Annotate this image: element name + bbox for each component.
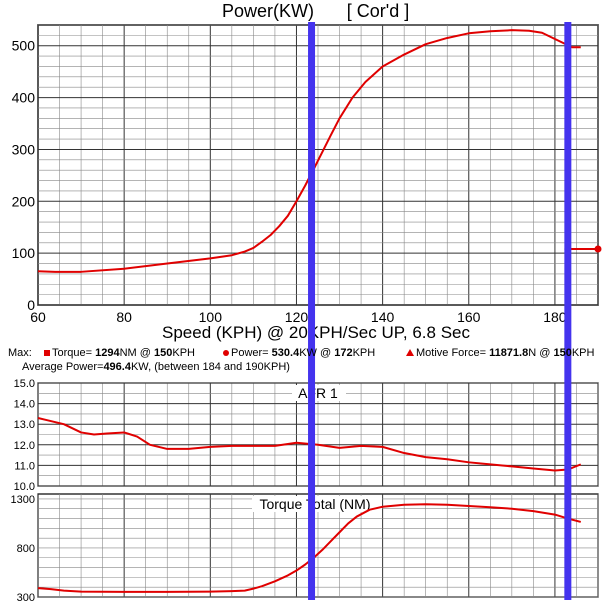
legend-force-at: 150 bbox=[553, 347, 572, 359]
legend-avg: Average Power=496.4KW, (between 184 and … bbox=[22, 360, 290, 374]
legend-force: Motive Force= 11871.8N @ 150KPH bbox=[406, 346, 594, 360]
power-x-tick-label: 140 bbox=[371, 309, 395, 325]
square-marker-icon bbox=[44, 349, 50, 356]
afr-series-line bbox=[37, 417, 582, 472]
afr-title: AFR 1 bbox=[298, 385, 338, 401]
power-y-tick-label: 300 bbox=[12, 141, 36, 157]
legend-power-prefix: Power= bbox=[231, 347, 272, 359]
legend-avg-row: Average Power=496.4KW, (between 184 and … bbox=[8, 360, 608, 374]
legend-torque-value: 1294 bbox=[95, 347, 120, 359]
legend-force-value: 11871.8 bbox=[489, 347, 529, 359]
power-chart: 0 100 200 300 400 500 60 80 100 120 140 160 180 Pow… bbox=[12, 1, 602, 342]
legend-avg-value: 496.4 bbox=[103, 361, 131, 373]
legend-torque: Torque= 1294NM @ 150KPH bbox=[44, 346, 195, 360]
cursor-marker-bar[interactable] bbox=[564, 22, 572, 600]
cursor-markers bbox=[308, 22, 572, 600]
power-point-marker bbox=[594, 245, 602, 253]
torque-grid bbox=[37, 494, 599, 598]
power-y-tick-label: 400 bbox=[12, 90, 36, 106]
power-x-axis-label: Speed (KPH) @ 20KPH/Sec UP, 6.8 Sec bbox=[162, 323, 470, 342]
afr-y-tick-label: 11.0 bbox=[14, 460, 35, 472]
triangle-marker-icon bbox=[406, 349, 414, 357]
legend-torque-at: 150 bbox=[154, 347, 173, 359]
legend-power-at: 172 bbox=[334, 347, 353, 359]
cursor-marker-bar[interactable] bbox=[308, 22, 316, 600]
power-x-tick-label: 80 bbox=[116, 309, 132, 325]
afr-y-tick-label: 15.0 bbox=[14, 378, 35, 390]
power-title: Power(KW) bbox=[222, 1, 314, 21]
legend-power-unit: KW @ bbox=[299, 347, 335, 359]
legend-force-suffix: KPH bbox=[571, 347, 595, 359]
power-x-tick-label: 160 bbox=[457, 309, 481, 325]
power-y-tick-label: 0 bbox=[27, 297, 35, 313]
torque-y-tick-label: 300 bbox=[17, 592, 35, 604]
power-x-tick-label: 180 bbox=[543, 309, 567, 325]
legend-torque-unit: NM @ bbox=[119, 347, 154, 359]
afr-series bbox=[37, 417, 582, 472]
torque-title-bg bbox=[252, 496, 382, 512]
afr-y-tick-label: 13.0 bbox=[14, 419, 35, 431]
legend-torque-suffix: KPH bbox=[172, 347, 195, 359]
torque-y-tick-label: 1300 bbox=[11, 494, 35, 506]
legend-max-label: Max: bbox=[8, 347, 32, 359]
legend-power-value: 530.4 bbox=[271, 347, 300, 359]
torque-series bbox=[37, 503, 582, 593]
legend-force-unit: N @ bbox=[528, 347, 554, 359]
legend-avg-suffix: KW, (between 184 and 190KPH) bbox=[130, 361, 290, 373]
legend-force-prefix: Motive Force= bbox=[416, 347, 490, 359]
afr-y-tick-label: 10.0 bbox=[14, 481, 35, 493]
legend-avg-prefix: Average Power= bbox=[22, 361, 104, 373]
circle-marker-icon bbox=[223, 349, 229, 356]
legend-panel: Max: Torque= 1294NM @ 150KPH Power= 530.… bbox=[8, 346, 608, 374]
afr-title-bg bbox=[292, 385, 346, 401]
torque-series-line bbox=[37, 503, 582, 593]
torque-y-ticks: 1300 800 300 bbox=[11, 494, 35, 604]
power-x-tick-label: 100 bbox=[199, 309, 223, 325]
power-subtitle: [ Cor'd ] bbox=[347, 1, 409, 21]
power-series-line bbox=[37, 29, 581, 273]
torque-y-tick-label: 800 bbox=[17, 543, 35, 555]
power-y-tick-label: 100 bbox=[12, 245, 36, 261]
power-y-tick-label: 500 bbox=[12, 38, 36, 54]
legend-max-row: Max: Torque= 1294NM @ 150KPH Power= 530.… bbox=[8, 346, 608, 360]
power-x-tick-label: 120 bbox=[285, 309, 309, 325]
power-x-ticks: 60 80 100 120 140 160 180 bbox=[30, 309, 567, 325]
afr-y-ticks: 15.0 14.0 13.0 12.0 11.0 10.0 bbox=[14, 378, 35, 493]
power-y-ticks: 0 100 200 300 400 500 bbox=[12, 38, 36, 313]
afr-y-tick-label: 14.0 bbox=[14, 399, 35, 411]
afr-y-tick-label: 12.0 bbox=[14, 440, 35, 452]
power-x-tick-label: 60 bbox=[30, 309, 46, 325]
power-grid bbox=[37, 24, 599, 306]
legend-power-suffix: KPH bbox=[352, 347, 376, 359]
legend-torque-prefix: Torque= bbox=[52, 347, 96, 359]
afr-chart: 15.0 14.0 13.0 12.0 11.0 10.0 AFR 1 bbox=[14, 378, 599, 493]
power-y-tick-label: 200 bbox=[12, 193, 36, 209]
legend-power: Power= 530.4KW @ 172KPH bbox=[223, 346, 375, 360]
